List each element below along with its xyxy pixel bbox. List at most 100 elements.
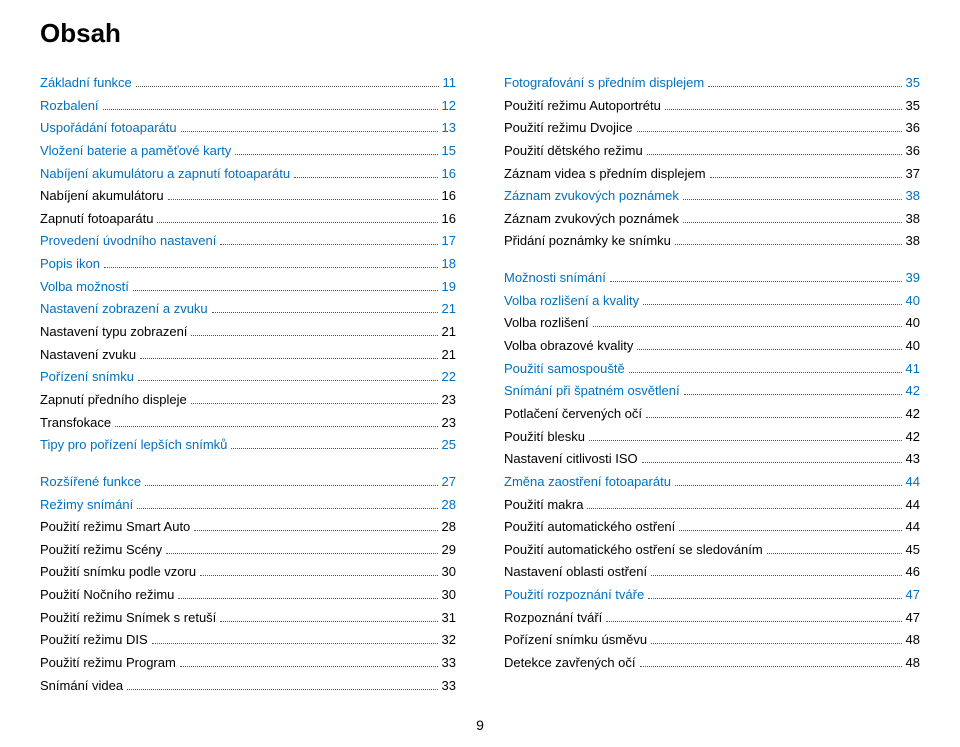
- toc-entry: Použití makra44: [504, 495, 920, 515]
- toc-entry: Použití Nočního režimu30: [40, 585, 456, 605]
- toc-dots: [220, 244, 437, 245]
- toc-entry-label: Pořízení snímku úsměvu: [504, 630, 647, 650]
- toc-dots: [679, 530, 901, 531]
- toc-dots: [610, 281, 902, 282]
- toc-dots: [200, 575, 437, 576]
- toc-entry-label: Použití režimu Dvojice: [504, 118, 633, 138]
- toc-entry-page: 38: [906, 186, 920, 206]
- toc-entry-page: 35: [906, 96, 920, 116]
- toc-dots: [587, 508, 901, 509]
- toc-dots: [648, 598, 901, 599]
- toc-entry-page: 12: [442, 96, 456, 116]
- toc-entry-page: 48: [906, 653, 920, 673]
- toc-dots: [675, 244, 902, 245]
- toc-entry: Použití snímku podle vzoru30: [40, 562, 456, 582]
- toc-dots: [589, 440, 902, 441]
- toc-entry-label: Nastavení typu zobrazení: [40, 322, 187, 342]
- toc-column-left: Základní funkce11Rozbalení12Uspořádání f…: [40, 73, 456, 698]
- toc-entry-page: 42: [906, 404, 920, 424]
- toc-entry: Provedení úvodního nastavení17: [40, 231, 456, 251]
- toc-entry-page: 32: [442, 630, 456, 650]
- toc-entry-page: 38: [906, 231, 920, 251]
- toc-entry: Rozbalení12: [40, 96, 456, 116]
- toc-dots: [103, 109, 438, 110]
- toc-entry-label: Transfokace: [40, 413, 111, 433]
- toc-entry: Nabíjení akumulátoru a zapnutí fotoapará…: [40, 164, 456, 184]
- toc-entry-page: 16: [442, 186, 456, 206]
- toc-dots: [294, 177, 437, 178]
- toc-entry: Rozšířené funkce27: [40, 472, 456, 492]
- toc-entry-label: Použití dětského režimu: [504, 141, 643, 161]
- toc-dots: [651, 575, 901, 576]
- toc-entry-page: 44: [906, 495, 920, 515]
- toc-entry-page: 40: [906, 291, 920, 311]
- page-title: Obsah: [40, 18, 920, 49]
- toc-dots: [180, 666, 438, 667]
- toc-entry-page: 42: [906, 427, 920, 447]
- toc-entry: Nastavení citlivosti ISO43: [504, 449, 920, 469]
- toc-entry-label: Volba možností: [40, 277, 129, 297]
- toc-entry-page: 44: [906, 517, 920, 537]
- toc-entry-label: Použití režimu Scény: [40, 540, 162, 560]
- toc-entry-label: Záznam videa s předním displejem: [504, 164, 706, 184]
- toc-entry-label: Detekce zavřených očí: [504, 653, 636, 673]
- toc-entry: Potlačení červených očí 42: [504, 404, 920, 424]
- toc-entry-page: 39: [906, 268, 920, 288]
- toc-entry-page: 23: [442, 413, 456, 433]
- toc-dots: [181, 131, 438, 132]
- toc-entry-label: Použití režimu Smart Auto: [40, 517, 190, 537]
- toc-entry: Transfokace 23: [40, 413, 456, 433]
- toc-entry-label: Fotografování s předním displejem: [504, 73, 704, 93]
- toc-entry: Volba rozlišení40: [504, 313, 920, 333]
- toc-entry-label: Pořízení snímku: [40, 367, 134, 387]
- toc-entry-page: 37: [906, 164, 920, 184]
- toc-dots: [194, 530, 437, 531]
- toc-dots: [637, 131, 902, 132]
- toc-entry-label: Potlačení červených očí: [504, 404, 642, 424]
- toc-spacer: [504, 254, 920, 268]
- toc-entry: Pořízení snímku úsměvu48: [504, 630, 920, 650]
- toc-entry-label: Tipy pro pořízení lepších snímků: [40, 435, 227, 455]
- toc-dots: [683, 222, 902, 223]
- toc-entry-label: Možnosti snímání: [504, 268, 606, 288]
- toc-entry-label: Použití samospouště: [504, 359, 625, 379]
- toc-dots: [683, 199, 902, 200]
- toc-entry-page: 36: [906, 118, 920, 138]
- toc-entry-label: Zapnutí fotoaparátu: [40, 209, 153, 229]
- toc-dots: [684, 394, 902, 395]
- toc-entry-label: Zapnutí předního displeje: [40, 390, 187, 410]
- toc-entry: Rozpoznání tváří47: [504, 608, 920, 628]
- toc-entry-label: Rozpoznání tváří: [504, 608, 602, 628]
- toc-dots: [145, 485, 437, 486]
- toc-entry-page: 33: [442, 653, 456, 673]
- toc-entry-page: 21: [442, 299, 456, 319]
- toc-entry-page: 21: [442, 322, 456, 342]
- toc-entry-label: Nastavení zvuku: [40, 345, 136, 365]
- toc-entry: Zapnutí předního displeje 23: [40, 390, 456, 410]
- toc-entry: Volba možností19: [40, 277, 456, 297]
- toc-dots: [137, 508, 437, 509]
- toc-entry-page: 46: [906, 562, 920, 582]
- toc-entry-label: Nastavení citlivosti ISO: [504, 449, 638, 469]
- toc-entry-page: 23: [442, 390, 456, 410]
- toc-dots: [231, 448, 437, 449]
- toc-entry-label: Volba rozlišení: [504, 313, 589, 333]
- toc-entry-label: Použití režimu Program: [40, 653, 176, 673]
- toc-dots: [642, 462, 902, 463]
- toc-entry-label: Použití rozpoznání tváře: [504, 585, 644, 605]
- toc-entry: Volba rozlišení a kvality40: [504, 291, 920, 311]
- toc-entry-page: 11: [443, 73, 457, 93]
- toc-entry: Použití režimu Dvojice 36: [504, 118, 920, 138]
- toc-entry-label: Použití automatického ostření: [504, 517, 675, 537]
- toc-dots: [646, 417, 902, 418]
- toc-entry: Volba obrazové kvality40: [504, 336, 920, 356]
- toc-entry-label: Nabíjení akumulátoru: [40, 186, 164, 206]
- toc-entry: Použití automatického ostření 44: [504, 517, 920, 537]
- toc-entry: Změna zaostření fotoaparátu44: [504, 472, 920, 492]
- toc-entry-page: 18: [442, 254, 456, 274]
- toc-entry: Nastavení zobrazení a zvuku21: [40, 299, 456, 319]
- toc-entry-label: Použití snímku podle vzoru: [40, 562, 196, 582]
- toc-column-right: Fotografování s předním displejem35Použi…: [504, 73, 920, 698]
- toc-entry: Použití automatického ostření se sledová…: [504, 540, 920, 560]
- toc-dots: [675, 485, 902, 486]
